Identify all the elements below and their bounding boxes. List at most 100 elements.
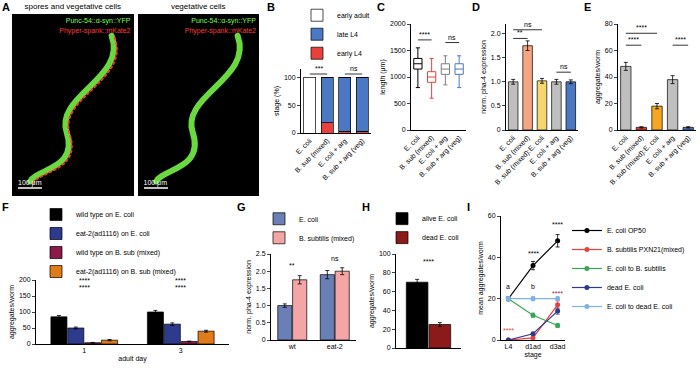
svg-text:stage (%): stage (%) <box>273 86 281 116</box>
svg-text:d3ad: d3ad <box>550 343 566 350</box>
svg-text:E. coli OP50: E. coli OP50 <box>607 227 646 234</box>
svg-text:****: **** <box>503 327 514 334</box>
svg-text:100: 100 <box>379 250 391 257</box>
svg-text:****: **** <box>175 277 186 284</box>
svg-text:0.5: 0.5 <box>491 102 501 109</box>
svg-text:adult day: adult day <box>118 355 147 363</box>
svg-text:40: 40 <box>488 254 496 261</box>
svg-text:0: 0 <box>262 336 266 343</box>
svg-text:2000: 2000 <box>390 20 406 27</box>
svg-text:500: 500 <box>394 100 406 107</box>
svg-text:B. sub (mixed):E. coli: B. sub (mixed):E. coli <box>608 134 661 187</box>
svg-text:2.5: 2.5 <box>256 250 266 257</box>
svg-text:60: 60 <box>383 288 391 295</box>
svg-text:40: 40 <box>605 73 613 80</box>
svg-text:ns: ns <box>331 255 339 262</box>
svg-text:1500: 1500 <box>390 47 406 54</box>
svg-text:E. coli: E. coli <box>611 134 630 153</box>
svg-text:dead E. coli: dead E. coli <box>422 234 459 241</box>
svg-text:norm. pha-4 expression: norm. pha-4 expression <box>245 260 253 334</box>
svg-text:20: 20 <box>383 326 391 333</box>
svg-text:ns: ns <box>448 34 456 41</box>
svg-text:B. sub + arg (veg): B. sub + arg (veg) <box>647 134 692 179</box>
svg-text:mean aggregates/worm: mean aggregates/worm <box>477 241 485 315</box>
svg-text:B. subtilis (mixed): B. subtilis (mixed) <box>299 235 354 243</box>
svg-text:E. coli + arg: E. coli + arg <box>645 134 677 166</box>
svg-text:B. sub (mixed): B. sub (mixed) <box>608 134 646 172</box>
svg-text:eat-2(ad1116) on B. sub (mixed: eat-2(ad1116) on B. sub (mixed) <box>76 268 176 276</box>
svg-text:E. coli + arg: E. coli + arg <box>317 137 349 169</box>
svg-text:B. sub (mixed): B. sub (mixed) <box>398 134 436 172</box>
svg-text:1: 1 <box>82 347 86 354</box>
svg-text:200: 200 <box>19 276 31 283</box>
svg-text:0: 0 <box>402 126 406 133</box>
svg-text:0: 0 <box>27 340 31 347</box>
svg-text:***: *** <box>315 65 323 72</box>
svg-text:0: 0 <box>492 336 496 343</box>
svg-text:2.0: 2.0 <box>256 268 266 275</box>
svg-text:norm. pha-4 expression: norm. pha-4 expression <box>480 40 488 114</box>
svg-text:**: ** <box>289 262 295 269</box>
svg-text:100: 100 <box>19 308 31 315</box>
svg-text:20: 20 <box>605 100 613 107</box>
svg-text:40: 40 <box>383 307 391 314</box>
svg-text:80: 80 <box>605 20 613 27</box>
svg-text:B. subtilis PXN21(mixed): B. subtilis PXN21(mixed) <box>607 246 684 254</box>
svg-text:E. coli to dead E. coli: E. coli to dead E. coli <box>607 303 673 310</box>
svg-text:****: **** <box>628 36 639 43</box>
svg-text:100: 100 <box>284 74 296 81</box>
svg-text:B. sub (mixed): B. sub (mixed) <box>494 134 532 172</box>
svg-text:wild type on B. sub (mixed): wild type on B. sub (mixed) <box>75 249 160 257</box>
svg-text:****: **** <box>423 258 434 265</box>
svg-text:****: **** <box>552 221 563 228</box>
svg-text:1.0: 1.0 <box>256 302 266 309</box>
svg-text:3: 3 <box>179 347 183 354</box>
svg-text:****: **** <box>552 290 563 297</box>
svg-text:**: ** <box>517 29 523 36</box>
svg-text:20: 20 <box>488 295 496 302</box>
svg-text:80: 80 <box>383 269 391 276</box>
svg-text:B. sub + arg (veg): B. sub + arg (veg) <box>530 134 575 179</box>
svg-text:****: **** <box>419 31 430 38</box>
svg-text:50: 50 <box>288 102 296 109</box>
svg-text:1.5: 1.5 <box>491 54 501 61</box>
svg-text:wt: wt <box>288 343 296 350</box>
svg-text:0: 0 <box>497 126 501 133</box>
svg-text:E. coli: E. coli <box>498 134 517 153</box>
svg-text:early L4: early L4 <box>337 50 362 58</box>
svg-text:aggregates/worm: aggregates/worm <box>368 274 376 328</box>
svg-text:wild type on E. coli: wild type on E. coli <box>75 211 134 219</box>
svg-text:E. coli: E. coli <box>403 134 422 153</box>
svg-text:60: 60 <box>488 212 496 219</box>
svg-text:****: **** <box>636 24 647 31</box>
svg-text:B. sub + arg (veg): B. sub + arg (veg) <box>418 134 463 179</box>
svg-text:****: **** <box>79 284 90 291</box>
svg-text:length (μm): length (μm) <box>379 59 387 95</box>
svg-text:B. sub + arg (veg): B. sub + arg (veg) <box>321 137 366 182</box>
svg-text:E. coli to B. subtilis: E. coli to B. subtilis <box>607 265 666 272</box>
svg-text:ns: ns <box>560 63 568 70</box>
svg-text:0.5: 0.5 <box>256 319 266 326</box>
svg-text:0: 0 <box>292 129 296 136</box>
svg-text:50: 50 <box>23 324 31 331</box>
svg-text:E. coli + arg: E. coli + arg <box>417 134 449 166</box>
svg-text:0: 0 <box>609 126 613 133</box>
svg-text:L4: L4 <box>504 343 512 350</box>
svg-text:2.0: 2.0 <box>491 30 501 37</box>
svg-text:ns: ns <box>350 65 358 72</box>
svg-text:early adult: early adult <box>337 12 369 20</box>
svg-text:****: **** <box>528 250 539 257</box>
svg-text:a: a <box>506 283 510 290</box>
svg-text:0: 0 <box>387 344 391 351</box>
svg-text:stage: stage <box>524 351 541 359</box>
svg-text:E. coli + arg: E. coli + arg <box>528 134 560 166</box>
svg-text:1000: 1000 <box>390 73 406 80</box>
svg-text:****: **** <box>79 277 90 284</box>
svg-text:eat-2: eat-2 <box>327 343 343 350</box>
svg-text:B. sub (mixed):E. coli: B. sub (mixed):E. coli <box>493 134 546 187</box>
svg-text:alive E. coli: alive E. coli <box>422 215 458 222</box>
svg-text:dead E. coli: dead E. coli <box>607 284 644 291</box>
svg-text:****: **** <box>675 36 686 43</box>
svg-text:E. coli: E. coli <box>295 137 314 156</box>
svg-text:d1ad: d1ad <box>525 343 541 350</box>
